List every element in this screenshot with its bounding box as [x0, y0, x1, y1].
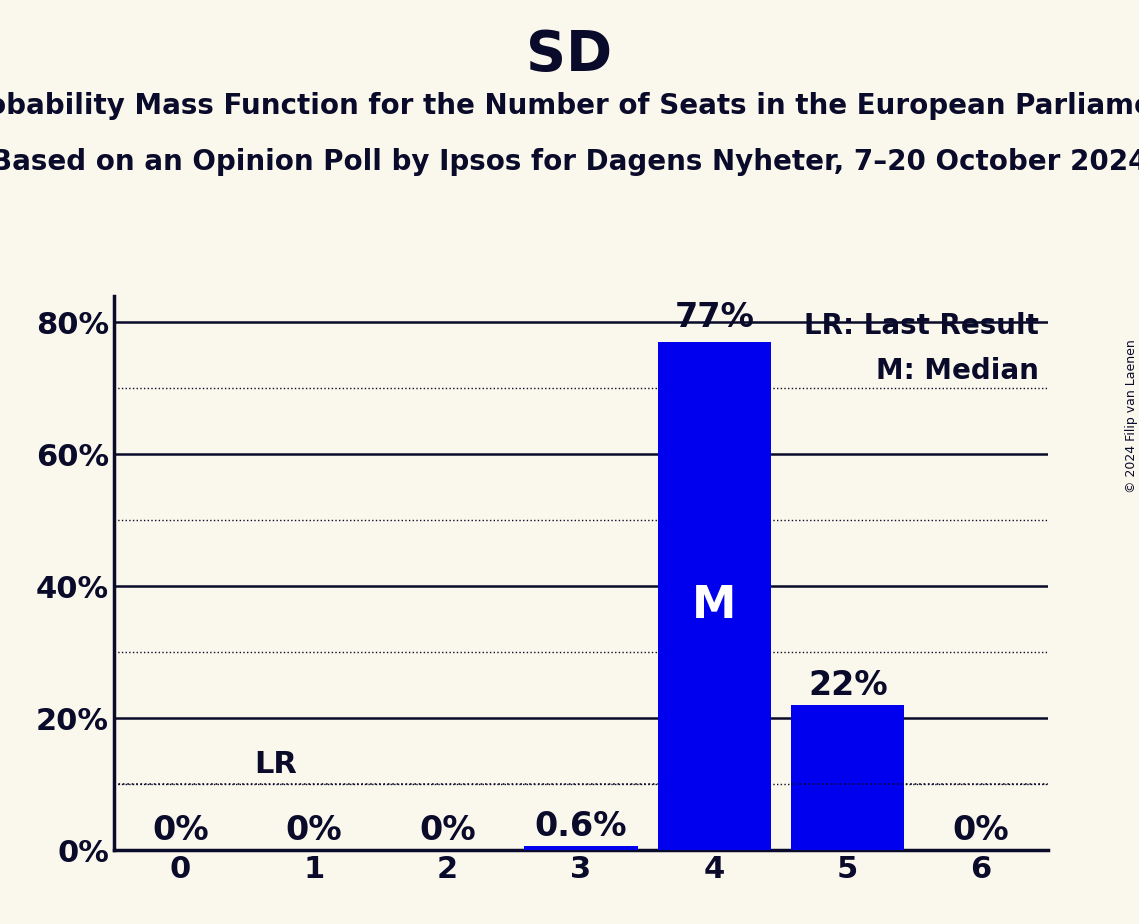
- Text: M: M: [693, 584, 737, 627]
- Text: 0%: 0%: [953, 814, 1009, 846]
- Text: LR: Last Result: LR: Last Result: [804, 312, 1039, 340]
- Text: 0%: 0%: [286, 814, 343, 846]
- Text: 0%: 0%: [419, 814, 476, 846]
- Text: SD: SD: [526, 28, 613, 81]
- Text: Based on an Opinion Poll by Ipsos for Dagens Nyheter, 7–20 October 2024: Based on an Opinion Poll by Ipsos for Da…: [0, 148, 1139, 176]
- Bar: [790, 705, 904, 850]
- Text: Probability Mass Function for the Number of Seats in the European Parliament: Probability Mass Function for the Number…: [0, 92, 1139, 120]
- Text: M: Median: M: Median: [876, 357, 1039, 384]
- Text: 0%: 0%: [153, 814, 208, 846]
- Text: 0.6%: 0.6%: [534, 809, 628, 843]
- Text: LR: LR: [254, 749, 297, 779]
- Bar: [657, 342, 771, 850]
- Bar: [524, 846, 638, 850]
- Text: 22%: 22%: [808, 669, 887, 701]
- Text: 77%: 77%: [674, 301, 754, 334]
- Text: © 2024 Filip van Laenen: © 2024 Filip van Laenen: [1124, 339, 1138, 492]
